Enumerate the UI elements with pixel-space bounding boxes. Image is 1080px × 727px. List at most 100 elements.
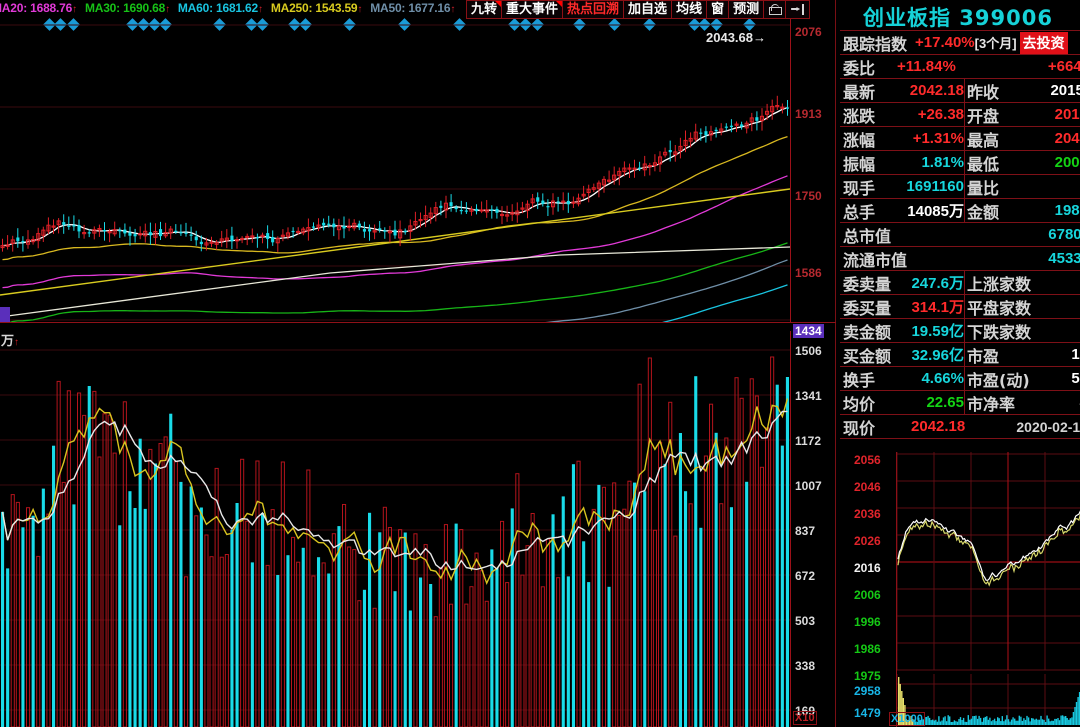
quote-value-2: 2015. (1050, 82, 1080, 99)
toolbar-button-label: 加自选 (628, 2, 668, 17)
quote-value-2: 1983 (1054, 202, 1080, 219)
volume-tick: 1506 (795, 344, 822, 358)
quote-value-2: 2019 (1054, 106, 1080, 123)
quote-label: 委买量 (843, 298, 892, 318)
toolbar-button-label: 均线 (676, 2, 703, 17)
new-flag-icon (495, 1, 502, 7)
quote-suffix: [3个月] (974, 36, 1017, 51)
quote-label-2: 市净率 (967, 394, 1016, 414)
volume-unit-left: 万↑ (1, 333, 20, 348)
quote-value: +11.84% (897, 58, 956, 75)
quote-label: 涨幅 (843, 130, 876, 150)
quote-label: 总市值 (843, 226, 892, 246)
ma-label: MA50: 1677.16 (370, 1, 451, 15)
quote-label: 总手 (843, 202, 876, 222)
toolbar-button-均线[interactable]: 均线 (672, 0, 708, 19)
intraday-svg (896, 452, 1080, 725)
toolbar-button-九转[interactable]: 九转 (466, 0, 503, 19)
price-tick: 1913 (795, 107, 822, 121)
current-price-value: 2042.18 (911, 418, 966, 435)
volume-tick: 503 (795, 614, 816, 628)
toolbar-button-加自选[interactable]: 加自选 (624, 0, 673, 19)
quote-value: 314.1万 (911, 299, 964, 316)
volume-unit-right: X10 (793, 711, 817, 725)
volume-axis: 1506 1341 1172 1007 837 672 503 338 169 X10 (790, 331, 836, 727)
toolbar-button-label: 热点回溯 (567, 2, 620, 17)
mini-price-tick: 2026 (854, 534, 881, 548)
volume-tick: 338 (795, 659, 816, 673)
ma-label: MA250: 1543.59 (270, 1, 358, 15)
volume-tick: 1341 (795, 389, 822, 403)
quote-label: 委比 (843, 58, 876, 78)
toolbar-button-热点回溯[interactable]: 热点回溯 (563, 0, 625, 19)
mini-price-tick: 1975 (854, 669, 881, 683)
quote-label: 最新 (843, 82, 876, 102)
quote-label: 买金额 (843, 346, 892, 366)
up-arrow-icon: ↑ (72, 4, 77, 15)
up-arrow-icon: ↑ (357, 4, 363, 15)
quote-row-总市值: 总市值 67803 (840, 223, 1080, 247)
chart-toolbar[interactable]: 九转 重大事件 热点回溯 加自选 均线窗预测 (466, 0, 811, 19)
volume-tick: 1007 (795, 479, 822, 493)
mini-volume-tick: 2958 (854, 684, 881, 698)
quote-row-现手: 现手1691160量比1 (840, 175, 1080, 199)
quote-row-涨幅: 涨幅 +1.31%最高 2043 (840, 127, 1080, 151)
lock-icon[interactable] (764, 0, 787, 19)
quote-label: 均价 (843, 394, 876, 414)
mini-price-tick: 2006 (854, 588, 881, 602)
main-chart-area[interactable]: MA20: 1688.76↑ MA30: 1690.68↑ MA60: 1681.6… (0, 0, 836, 727)
quote-label-2: 最低 (967, 154, 1000, 174)
pane-divider (0, 322, 836, 323)
quote-value: 14085万 (907, 203, 964, 220)
quote-label: 振幅 (843, 154, 876, 174)
quote-row-流通市值: 流通市值 45338 (840, 247, 1080, 271)
mini-volume-unit: X1000 (889, 712, 925, 726)
callout-arrow-icon: → (753, 30, 766, 45)
quote-value-2: 2043 (1054, 130, 1080, 147)
quote-value: 22.65 (926, 394, 964, 411)
mini-price-tick: 1986 (854, 642, 881, 656)
quote-value-2: 52 (1071, 370, 1080, 387)
quote-label: 卖金额 (843, 322, 892, 342)
volume-pane[interactable] (0, 331, 790, 727)
candlestick-pane[interactable] (0, 17, 790, 322)
ma-label: MA20: 1688.76 (0, 1, 73, 15)
invest-button[interactable]: 去投资 (1019, 31, 1068, 54)
toolbar-button-重大事件[interactable]: 重大事件 (502, 0, 564, 19)
ma-legend-item-ma60: MA60: 1681.62↑ (178, 0, 263, 17)
quote-label-2: 市盈(动) (967, 370, 1030, 390)
quote-row-换手: 换手 4.66%市盈(动) 52 (840, 367, 1080, 391)
quote-label: 换手 (843, 370, 876, 390)
lock-glyph (769, 4, 783, 15)
quote-label-2: 昨收 (967, 82, 1000, 102)
crosshair-left-marker (0, 307, 10, 322)
up-arrow-icon: ↑ (165, 4, 170, 15)
arrow-to-bar-glyph (791, 4, 805, 15)
quote-row-跟踪指数: 跟踪指数 +17.40% [3个月] 去投资 (840, 31, 1080, 55)
ma-legend-item-ma250: MA250: 1543.59↑ (270, 0, 363, 17)
intraday-mini-chart[interactable]: X1000 2056 2046 2036 2026 2016 2006 1996 1986 19… (840, 448, 1080, 727)
quote-panel: 创业板指 399006 跟踪指数 +17.40% [3个月] 去投资 委比 +11.84%… (836, 0, 1080, 727)
quote-value-2: +6647 (1047, 58, 1080, 75)
mini-price-tick: 2016 (854, 561, 881, 575)
quote-value: +17.40% (915, 34, 975, 51)
quote-label: 现手 (843, 178, 876, 198)
candlestick-svg (0, 24, 790, 322)
toolbar-button-预测[interactable]: 预测 (729, 0, 765, 19)
quote-label: 跟踪指数 (843, 34, 908, 54)
toolbar-button-窗[interactable]: 窗 (707, 0, 730, 19)
quote-value: 32.96亿 (911, 347, 964, 364)
quote-value: +26.38 (917, 106, 964, 123)
quote-label: 流通市值 (843, 250, 908, 270)
volume-tick: 1172 (795, 434, 822, 448)
quote-value: 247.6万 (911, 275, 964, 292)
quote-label: 涨跌 (843, 106, 876, 126)
arrow-to-bar-icon[interactable] (786, 0, 811, 19)
